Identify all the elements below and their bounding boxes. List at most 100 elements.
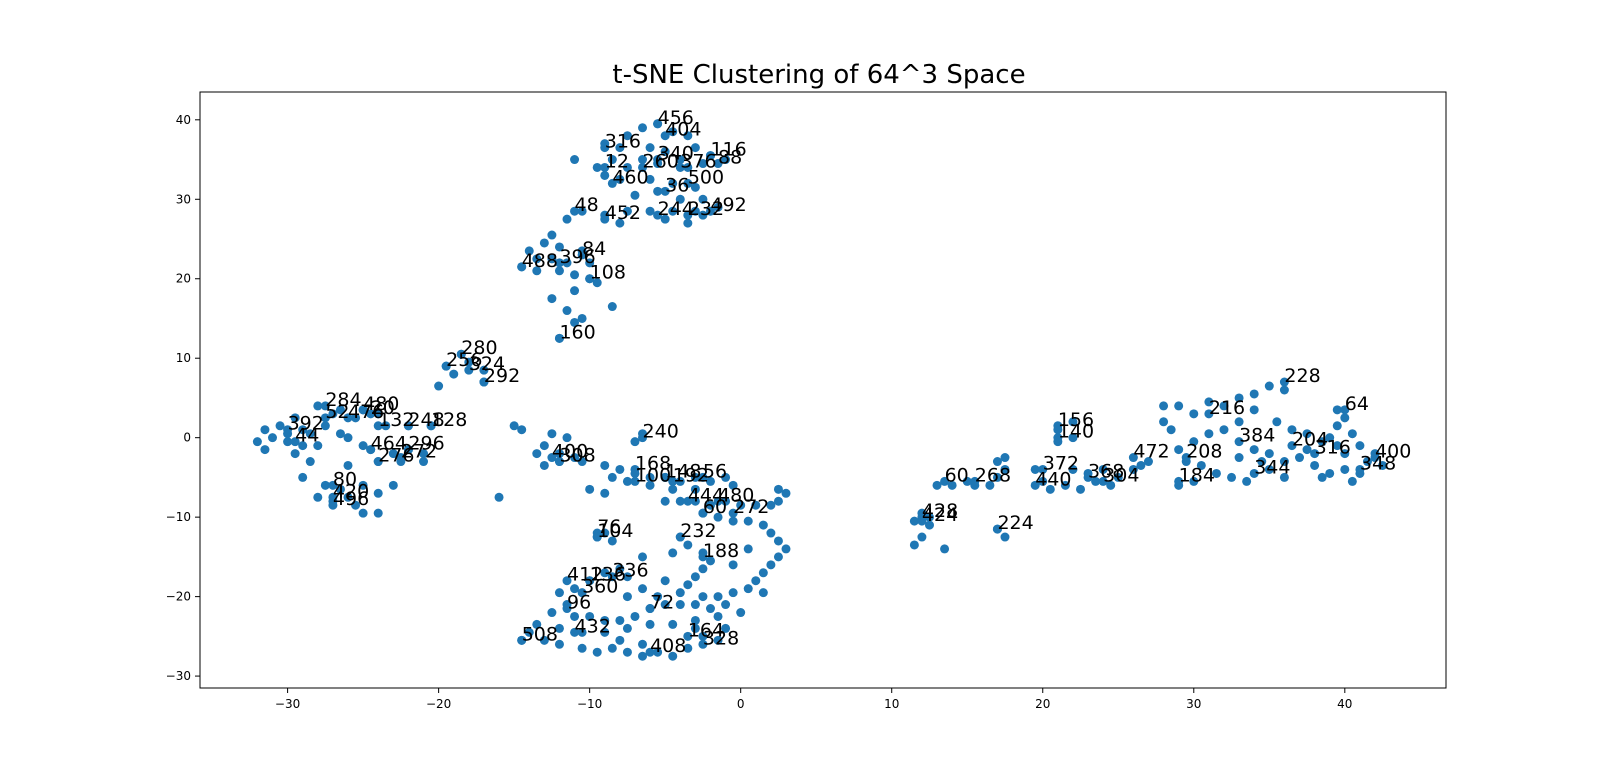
- labeled-data-point: [426, 421, 436, 431]
- data-point: [638, 651, 648, 661]
- data-point: [381, 421, 391, 431]
- labeled-data-point: [1310, 449, 1320, 459]
- data-point: [607, 155, 617, 165]
- data-point: [622, 162, 632, 172]
- point-label: 84: [582, 238, 606, 260]
- labeled-data-point: [373, 457, 383, 467]
- x-tick-label: 0: [737, 697, 745, 711]
- data-point: [630, 190, 640, 200]
- labeled-data-point: [358, 405, 368, 415]
- labeled-data-point: [562, 604, 572, 614]
- labeled-data-point: [970, 476, 980, 486]
- labeled-data-point: [607, 572, 617, 582]
- data-point: [585, 484, 595, 494]
- labeled-data-point: [1053, 433, 1063, 443]
- data-point: [645, 206, 655, 216]
- data-point: [554, 266, 564, 276]
- data-point: [773, 484, 783, 494]
- data-point: [1234, 417, 1244, 427]
- data-point: [547, 294, 557, 304]
- point-label: 480: [363, 393, 399, 415]
- labeled-data-point: [917, 516, 927, 526]
- labeled-data-point: [713, 496, 723, 506]
- data-point: [283, 437, 293, 447]
- data-point: [675, 194, 685, 204]
- point-label: 96: [567, 592, 591, 614]
- data-point: [736, 608, 746, 618]
- data-point: [622, 647, 632, 657]
- data-point: [1174, 401, 1184, 411]
- labeled-data-point: [1204, 409, 1214, 419]
- data-point: [1159, 417, 1169, 427]
- data-point: [577, 643, 587, 653]
- data-point: [577, 206, 587, 216]
- data-point: [592, 162, 602, 172]
- data-point: [562, 306, 572, 316]
- labeled-data-point: [562, 576, 572, 586]
- data-point: [668, 127, 678, 137]
- data-point: [766, 560, 776, 570]
- point-label: 464: [371, 433, 407, 455]
- y-tick-label: −20: [166, 590, 191, 604]
- labeled-data-point: [683, 210, 693, 220]
- data-point: [940, 544, 950, 554]
- data-point: [305, 457, 315, 467]
- data-point: [690, 484, 700, 494]
- point-label: 268: [975, 464, 1011, 486]
- points-layer: [252, 119, 1388, 661]
- data-point: [388, 449, 398, 459]
- data-point: [721, 600, 731, 610]
- data-point: [721, 623, 731, 633]
- point-label: 316: [1315, 437, 1351, 459]
- data-point: [358, 480, 368, 490]
- data-point: [705, 476, 715, 486]
- data-point: [690, 472, 700, 482]
- data-point: [554, 588, 564, 598]
- point-label: 472: [1133, 441, 1169, 463]
- labeled-data-point: [630, 464, 640, 474]
- data-point: [1272, 417, 1282, 427]
- labeled-data-point: [396, 453, 406, 463]
- labeled-data-point: [343, 413, 353, 423]
- labeled-data-point: [600, 143, 610, 153]
- point-label: 184: [1179, 464, 1215, 486]
- data-point: [1340, 449, 1350, 459]
- data-point: [305, 429, 315, 439]
- labeled-data-point: [320, 413, 330, 423]
- point-label: 452: [605, 202, 641, 224]
- point-label: 424: [922, 504, 958, 526]
- data-point: [675, 476, 685, 486]
- labeled-data-point: [328, 480, 338, 490]
- data-point: [992, 457, 1002, 467]
- data-point: [509, 421, 519, 431]
- data-point: [1295, 453, 1305, 463]
- data-point: [683, 218, 693, 228]
- labeled-data-point: [479, 377, 489, 387]
- data-point: [290, 449, 300, 459]
- labeled-data-point: [607, 178, 617, 188]
- data-point: [1325, 433, 1335, 443]
- labeled-data-point: [585, 576, 595, 586]
- labeled-data-point: [517, 635, 527, 645]
- data-point: [1189, 409, 1199, 419]
- data-point: [675, 600, 685, 610]
- data-point: [766, 500, 776, 510]
- data-point: [600, 460, 610, 470]
- labeled-data-point: [1279, 377, 1289, 387]
- data-point: [924, 520, 934, 530]
- labeled-data-point: [547, 453, 557, 463]
- data-point: [260, 445, 270, 455]
- point-label: 316: [605, 131, 641, 153]
- data-point: [1249, 445, 1259, 455]
- data-point: [524, 627, 534, 637]
- point-label: 156: [1058, 409, 1094, 431]
- point-label: 412: [567, 564, 603, 586]
- point-label: 476: [348, 401, 384, 423]
- data-point: [320, 421, 330, 431]
- data-point: [547, 254, 557, 264]
- data-point: [1279, 457, 1289, 467]
- data-point: [675, 496, 685, 506]
- labeled-data-point: [630, 476, 640, 486]
- labeled-data-point: [705, 206, 715, 216]
